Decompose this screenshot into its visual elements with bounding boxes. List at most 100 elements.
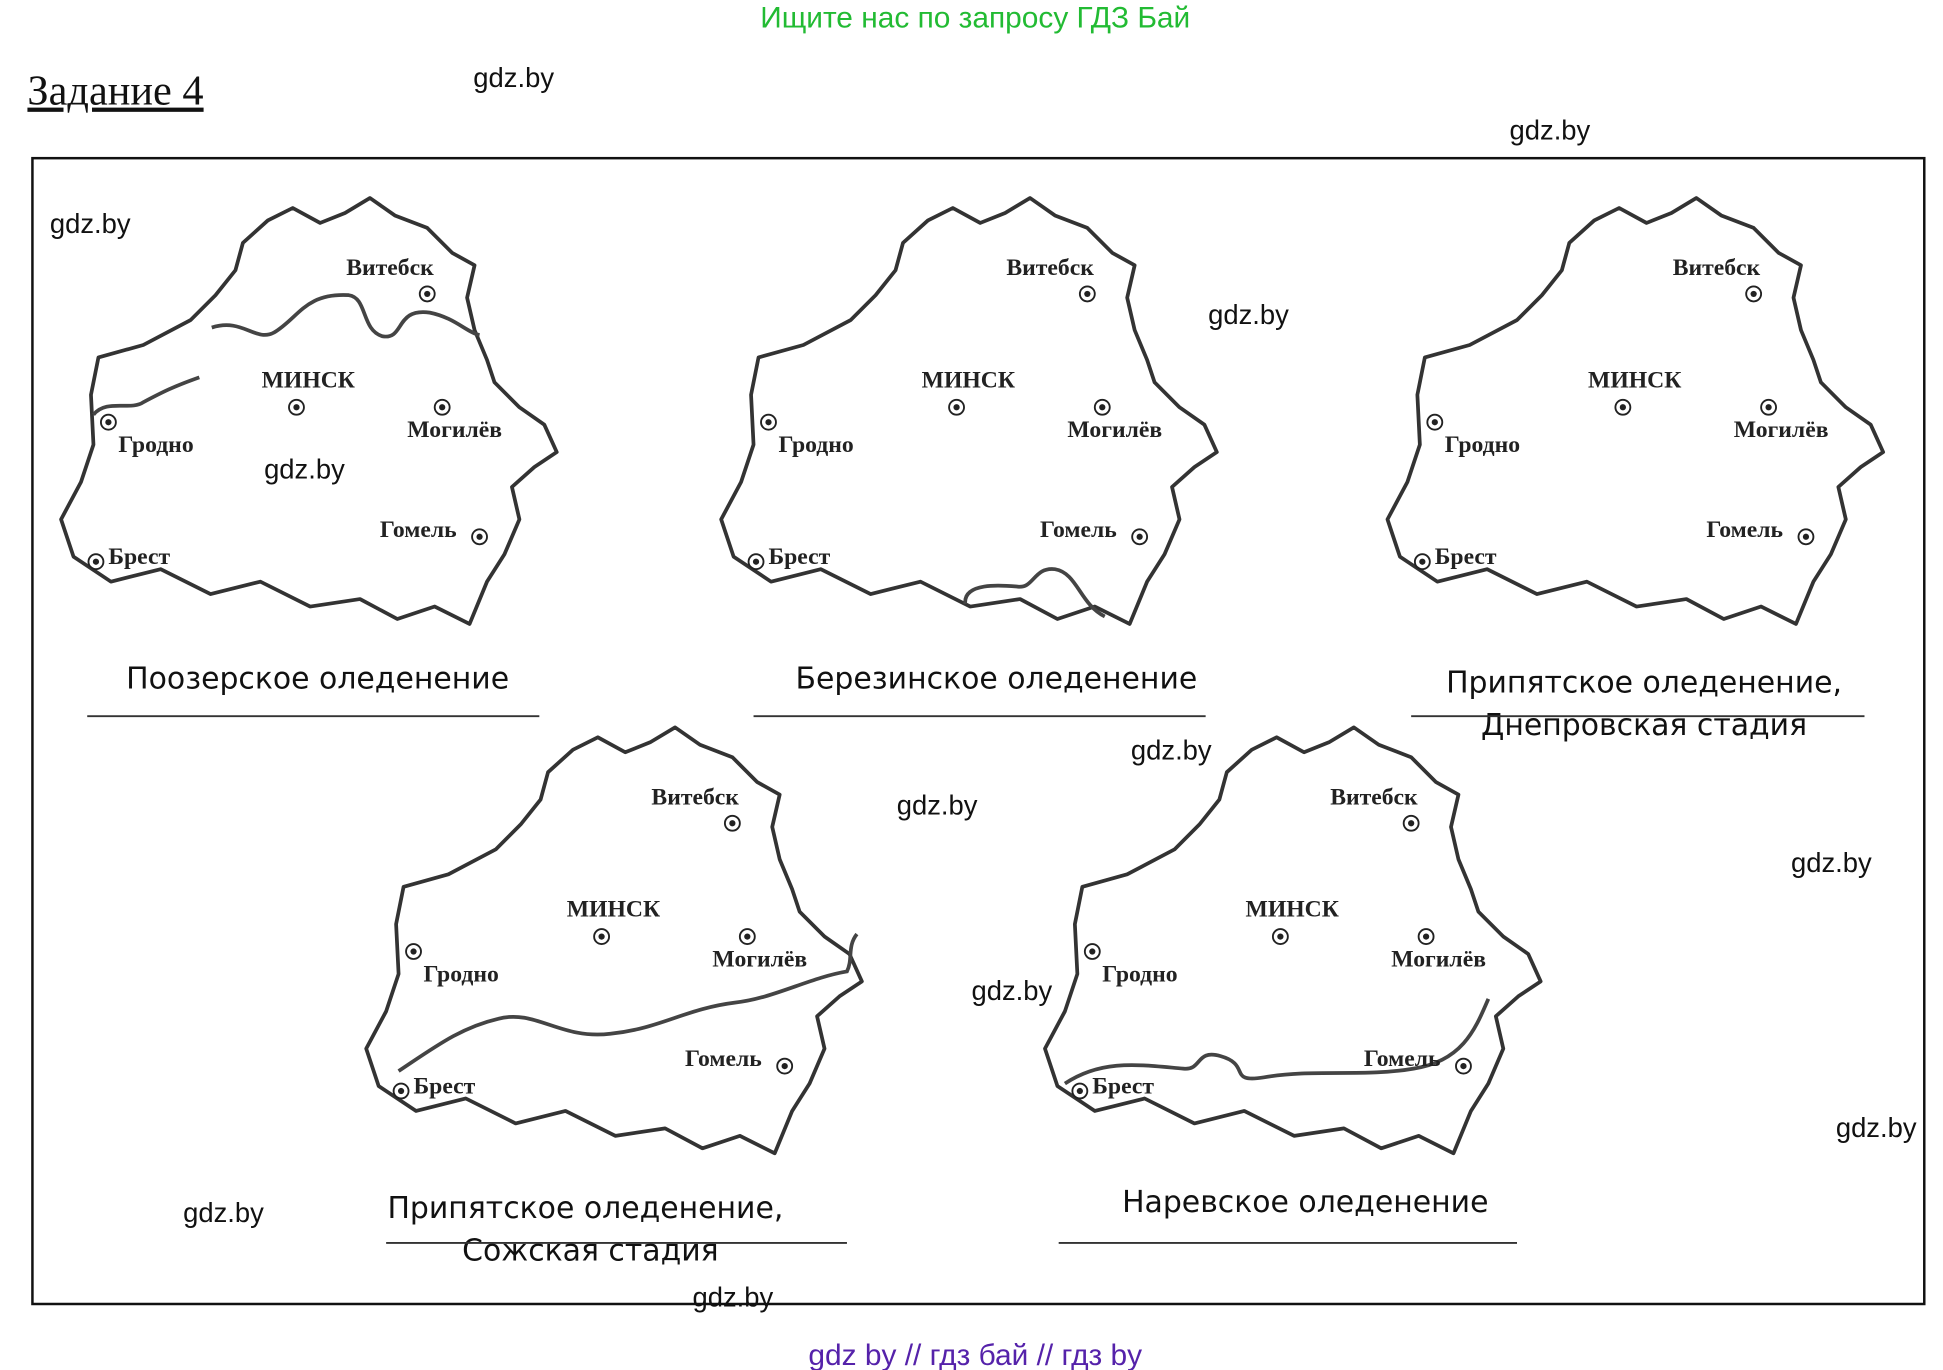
city-dot: [1797, 528, 1815, 546]
city-dot-center: [1750, 290, 1757, 298]
watermarks: gdz.by gdz.by gdz.by gdz.by gdz.by gdz.by gdz.…: [50, 62, 1917, 1312]
glacier-border: [1063, 998, 1491, 1086]
footer: gdz by // гдз бай // гдз by: [808, 1339, 1142, 1370]
city-dot-center: [476, 533, 483, 540]
watermark: gdz.by: [50, 208, 131, 239]
city-dot-center: [1431, 419, 1438, 426]
city-dot: [87, 553, 105, 571]
map-caption: Припятское оледенение,: [1446, 665, 1842, 700]
city-dot: [1078, 285, 1096, 303]
city-label: Гродно: [118, 432, 193, 458]
city-dot-center: [598, 933, 605, 940]
glacier-border: [963, 567, 1106, 619]
map-caption: Березинское оледенение: [796, 662, 1198, 697]
city-dot-center: [1099, 404, 1106, 411]
city-dot-center: [765, 419, 772, 426]
watermark: gdz.by: [1131, 735, 1212, 766]
watermark: gdz.by: [897, 790, 978, 821]
banner: Ищите нас по запросу ГДЗ Бай: [760, 1, 1190, 34]
city-label: МИНСК: [262, 367, 355, 393]
city-label: Гродно: [1445, 432, 1520, 458]
city-dot: [288, 398, 305, 416]
city-label: Брест: [108, 544, 170, 570]
watermark: gdz.by: [1208, 299, 1289, 330]
city-label: МИНСК: [922, 367, 1015, 393]
watermark: gdz.by: [1791, 847, 1872, 878]
city-label: Гомель: [1706, 517, 1783, 543]
city-dot: [1760, 398, 1777, 416]
city-dot-center: [729, 820, 736, 827]
map: Витебск МИНСК Гродно Могилёв Гомель Брест: [1043, 725, 1543, 1156]
maps: Витебск МИНСК Гродно Могилёв Гомель Брест Пооз…: [59, 196, 1886, 1268]
watermark: gdz.by: [693, 1281, 774, 1312]
city-label: Брест: [1092, 1074, 1154, 1100]
city-label: Могилёв: [407, 417, 502, 443]
city-dot-center: [1277, 933, 1284, 940]
city-dot: [1745, 285, 1763, 303]
city-dot: [738, 928, 756, 945]
city-dot: [593, 928, 611, 945]
city-dot-center: [1419, 558, 1426, 565]
city-dot-center: [1422, 933, 1430, 940]
glacier-border: [91, 293, 481, 417]
city-dot: [1455, 1057, 1472, 1075]
city-label: Витебск: [1330, 785, 1418, 811]
map: Витебск МИНСК Гродно Могилёв Гомель Брест: [364, 725, 864, 1156]
city-dot-center: [781, 1062, 788, 1070]
map-caption: Сожская стадия: [462, 1233, 718, 1268]
city-label: Могилёв: [1391, 946, 1486, 972]
city-dot: [747, 553, 765, 571]
city-dot-center: [752, 558, 760, 565]
map: Витебск МИНСК Гродно Могилёв Гомель Брест: [1385, 196, 1886, 626]
city-dot: [405, 943, 422, 960]
city-dot: [418, 285, 436, 303]
city-dot: [1426, 413, 1444, 431]
city-label: МИНСК: [1246, 897, 1339, 923]
map: Витебск МИНСК Гродно Могилёв Гомель Брест: [719, 196, 1219, 626]
city-label: МИНСК: [567, 897, 660, 923]
city-dot: [99, 413, 117, 431]
city-label: Витебск: [651, 785, 739, 811]
city-dot: [1071, 1082, 1089, 1100]
map: Витебск МИНСК Гродно Могилёв Гомель Брест: [59, 196, 559, 626]
city-dot-center: [953, 404, 960, 411]
city-label: Витебск: [1673, 255, 1761, 281]
city-label: Могилёв: [1067, 417, 1162, 443]
watermark: gdz.by: [1836, 1112, 1917, 1143]
city-dot: [1131, 528, 1149, 546]
city-dot-center: [105, 419, 112, 426]
city-label: Витебск: [346, 255, 434, 281]
city-dot-center: [1089, 948, 1096, 955]
city-dot-center: [1619, 404, 1626, 411]
city-dot: [1083, 943, 1101, 960]
city-label: Могилёв: [712, 946, 807, 972]
city-dot-center: [397, 1087, 405, 1095]
city-dot-center: [424, 290, 431, 298]
watermark: gdz.by: [264, 453, 345, 484]
map-caption: Наревское оледенение: [1122, 1185, 1488, 1220]
city-dot: [776, 1057, 794, 1075]
title: Задание 4: [27, 68, 203, 115]
city-dot-center: [1460, 1062, 1467, 1070]
city-label: Витебск: [1006, 255, 1094, 281]
map-caption: Днепровская стадия: [1481, 708, 1807, 743]
city-dot: [1402, 814, 1420, 832]
city-label: Гомель: [380, 517, 457, 543]
city-dot: [1413, 553, 1431, 571]
city-dot-center: [1084, 290, 1091, 298]
city-dot: [948, 398, 965, 416]
city-dot-center: [92, 558, 100, 565]
watermark: gdz.by: [473, 62, 554, 93]
city-label: МИНСК: [1588, 367, 1681, 393]
city-dot-center: [1136, 533, 1143, 540]
city-label: Гродно: [1102, 961, 1177, 987]
map-caption: Поозерское оледенение: [126, 662, 509, 697]
city-label: Гомель: [1040, 517, 1117, 543]
city-label: Гомель: [1364, 1046, 1441, 1072]
city-dot: [1614, 398, 1632, 416]
city-label: Гомель: [685, 1046, 762, 1072]
watermark: gdz.by: [183, 1197, 264, 1228]
city-dot-center: [439, 404, 446, 411]
frame: [31, 156, 1926, 1306]
